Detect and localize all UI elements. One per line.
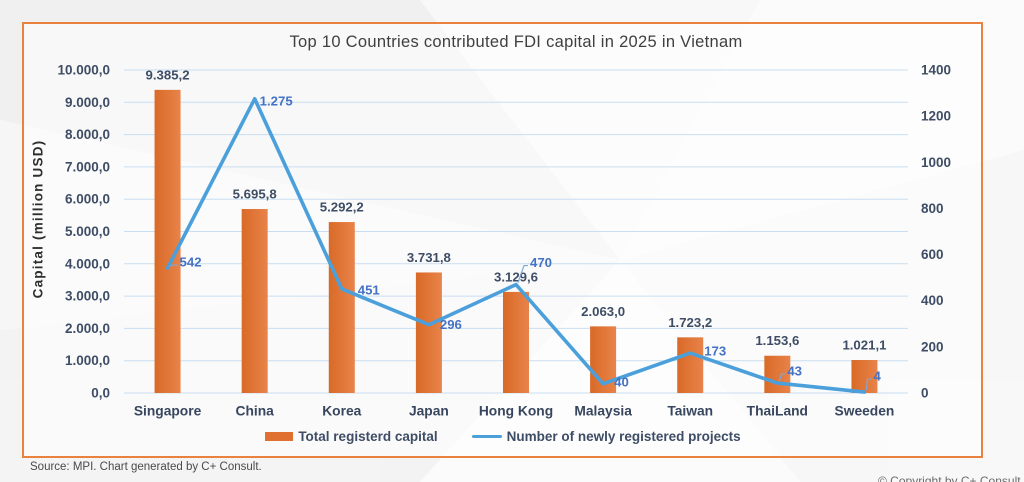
line-data-label: 470: [530, 255, 552, 270]
line-data-label: 1.275: [260, 93, 293, 108]
x-axis-label-sweeden: Sweeden: [835, 404, 895, 419]
bar-value-label: 3.129,6: [494, 269, 538, 284]
bar-value-label: 5.292,2: [320, 200, 364, 215]
bar-value-label: 3.731,8: [407, 250, 451, 265]
bar-hong-kong: [503, 291, 529, 393]
secondary-axis-tick-label: 200: [921, 339, 944, 354]
label-connector: [517, 264, 528, 283]
y-axis-title: Capital (million USD): [31, 140, 46, 299]
primary-axis-tick-label: 9.000,0: [65, 95, 110, 110]
primary-axis-tick-label: 4.000,0: [65, 256, 110, 271]
bar-value-label: 2.063,0: [581, 304, 625, 319]
line-data-label: 542: [180, 254, 202, 269]
primary-axis-tick-label: 2.000,0: [65, 321, 110, 336]
bar-korea: [328, 222, 355, 393]
x-axis-label-hong-kong: Hong Kong: [479, 404, 553, 419]
x-axis-label-malaysia: Malaysia: [574, 404, 632, 419]
secondary-axis-tick-label: 1200: [921, 109, 951, 124]
source-note: Source: MPI. Chart generated by C+ Consu…: [30, 461, 262, 473]
x-axis-label-japan: Japan: [409, 404, 449, 419]
primary-axis-tick-label: 1.000,0: [65, 353, 110, 368]
label-connector: [778, 373, 786, 382]
chart-title: Top 10 Countries contributed FDI capital…: [289, 33, 743, 51]
label-connector: [865, 378, 872, 391]
projects-line: [165, 97, 867, 394]
secondary-axis-tick-label: 1400: [921, 63, 951, 78]
line-data-label: 173: [704, 344, 726, 359]
line-data-label: 451: [358, 282, 380, 297]
bar-taiwan: [677, 337, 704, 393]
legend-item-projects: Number of newly registered projects: [471, 429, 741, 444]
primary-axis-tick-label: 5.000,0: [65, 224, 110, 239]
copyright-note: © Copyright by C+ Consult.: [878, 474, 1024, 482]
bar-value-label: 5.695,8: [233, 187, 277, 202]
x-axis-label-singapore: Singapore: [134, 404, 202, 419]
primary-axis-tick-label: 3.000,0: [65, 289, 110, 304]
secondary-axis-tick-label: 600: [921, 247, 944, 262]
bar-value-label: 1.021,1: [842, 338, 886, 353]
line-data-label: 4: [873, 369, 881, 384]
secondary-axis-tick-label: 1000: [921, 155, 951, 170]
legend-bar-swatch-icon: [265, 432, 294, 441]
bar-value-label: 9.385,2: [146, 67, 190, 82]
bar-thailand: [764, 355, 791, 393]
legend-label-projects: Number of newly registered projects: [506, 429, 741, 444]
line-data-label: 43: [787, 364, 802, 379]
x-axis-label-korea: Korea: [322, 404, 361, 419]
bar-singapore: [154, 89, 181, 394]
legend: Total registerd capital Number of newly …: [22, 429, 984, 444]
legend-line-swatch-icon: [471, 434, 502, 439]
primary-axis-tick-label: 0,0: [91, 386, 110, 401]
legend-item-capital: Total registerd capital: [265, 429, 438, 444]
primary-axis-tick-label: 10.000,0: [57, 63, 110, 78]
secondary-axis-tick-label: 800: [921, 201, 944, 216]
line-data-label: 40: [614, 374, 629, 389]
bar-sweeden: [851, 360, 878, 393]
x-axis-label-taiwan: Taiwan: [667, 404, 713, 419]
bar-china: [241, 209, 268, 393]
bar-value-label: 1.153,6: [755, 333, 799, 348]
secondary-axis-tick-label: 0: [921, 386, 929, 401]
x-axis-label-thailand: ThaiLand: [747, 404, 808, 419]
bar-japan: [415, 272, 442, 393]
primary-axis-tick-label: 8.000,0: [65, 127, 110, 142]
primary-axis-tick-label: 7.000,0: [65, 159, 110, 174]
bar-value-label: 1.723,2: [668, 315, 712, 330]
line-data-label: 296: [440, 317, 462, 332]
secondary-axis-tick-label: 400: [921, 293, 944, 308]
legend-label-capital: Total registerd capital: [298, 429, 438, 444]
primary-axis-tick-label: 6.000,0: [65, 192, 110, 207]
label-connector: [169, 264, 178, 267]
x-axis-label-china: China: [236, 404, 275, 419]
